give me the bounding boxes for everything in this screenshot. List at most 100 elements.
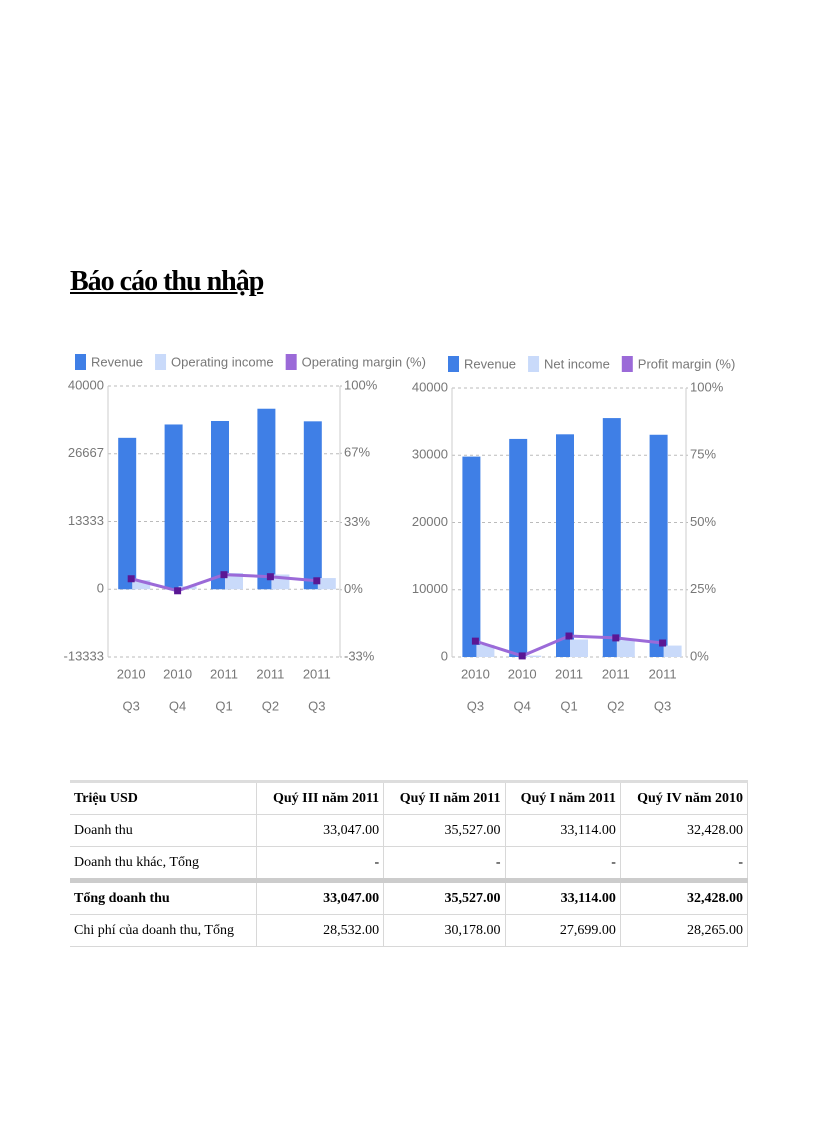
x-tick-label: 2011: [210, 666, 238, 681]
y2-tick-label: 25%: [690, 581, 716, 596]
legend-label: Operating income: [171, 354, 274, 369]
marker: [174, 587, 182, 595]
marker: [518, 652, 526, 660]
bar: [211, 420, 229, 590]
table-row: Doanh thu 33,047.00 35,527.00 33,114.00 32,4…: [70, 814, 749, 847]
legend-label: Revenue: [464, 356, 516, 371]
table-cell: 27,699.00: [504, 914, 621, 947]
y2-tick-label: 100%: [690, 379, 724, 394]
table-cell: Doanh thu: [70, 814, 257, 847]
bar: [118, 437, 137, 590]
table-cell: Quý IV năm 2010: [619, 781, 749, 815]
y-tick-label: 40000: [68, 377, 104, 392]
legend-label: Operating margin (%): [302, 354, 426, 369]
table-cell: Triệu USD: [70, 781, 257, 815]
bar: [570, 639, 588, 657]
y2-tick-label: 0%: [344, 581, 363, 596]
table-cell: 32,428.00: [619, 878, 749, 915]
y2-tick-label: 67%: [344, 445, 370, 460]
x-tick-label: 2011: [649, 666, 677, 681]
table-cell: Quý I năm 2011: [504, 781, 621, 815]
income-table: Triệu USD Quý III năm 2011 Quý II năm 2011…: [70, 780, 749, 947]
y-tick-label: 26667: [68, 445, 104, 460]
x-tick-label: 2010: [117, 666, 146, 681]
y-tick-label: -13333: [64, 648, 104, 663]
y2-tick-label: 75%: [690, 447, 716, 462]
y2-tick-label: -33%: [344, 648, 375, 663]
table-cell: 35,527.00: [383, 878, 506, 915]
legend-swatch: [448, 356, 459, 372]
table-cell: -: [619, 846, 749, 881]
table-cell: -: [504, 846, 621, 881]
table-cell: Quý III năm 2011: [255, 781, 385, 815]
x-tick-label: Q2: [262, 698, 279, 713]
x-tick-label: 2011: [602, 666, 630, 681]
x-tick-label: Q4: [514, 698, 531, 713]
x-tick-label: 2010: [461, 666, 490, 681]
legend-swatch: [155, 354, 167, 370]
x-tick-label: 2011: [555, 666, 583, 681]
y2-tick-label: 50%: [690, 514, 716, 529]
y-tick-label: 13333: [68, 513, 104, 528]
legend-swatch: [285, 354, 297, 370]
marker: [471, 637, 479, 645]
x-tick-label: Q3: [123, 698, 140, 713]
table-cell: 32,428.00: [619, 814, 749, 847]
table-cell: Tổng doanh thu: [70, 878, 257, 915]
bar: [225, 572, 243, 590]
y2-tick-label: 33%: [344, 514, 370, 529]
bar: [509, 438, 528, 657]
table-cell: 28,265.00: [619, 914, 749, 947]
bar: [462, 456, 481, 657]
table-cell: 33,047.00: [255, 814, 385, 847]
x-tick-label: Q3: [467, 698, 484, 713]
bar: [556, 434, 574, 657]
x-tick-label: 2011: [303, 666, 331, 681]
marker: [313, 577, 321, 585]
bar: [602, 418, 621, 657]
bar: [663, 645, 682, 657]
bar: [164, 424, 183, 590]
legend-label: Net income: [544, 356, 610, 371]
bar: [132, 580, 151, 590]
legend-swatch: [528, 356, 540, 372]
x-tick-label: Q1: [215, 698, 232, 713]
y-tick-label: 10000: [412, 581, 448, 596]
legend-swatch: [621, 356, 633, 372]
marker: [565, 632, 573, 640]
bar: [649, 434, 668, 657]
x-tick-label: Q1: [560, 698, 577, 713]
y-tick-label: 20000: [412, 514, 448, 529]
legend-swatch: [75, 354, 86, 370]
x-tick-label: 2010: [163, 666, 192, 681]
table-cell: Doanh thu khác, Tổng: [70, 846, 257, 881]
bar: [616, 640, 635, 657]
x-tick-label: Q3: [308, 698, 325, 713]
table-cell: 33,114.00: [504, 814, 621, 847]
table-cell: Chi phí của doanh thu, Tổng: [70, 914, 257, 947]
bar: [317, 578, 336, 590]
legend-label: Profit margin (%): [638, 356, 736, 371]
y-tick-label: 40000: [412, 379, 448, 394]
marker: [220, 571, 228, 579]
table-cell: 35,527.00: [383, 814, 506, 847]
heading: Báo cáo thu nhập: [70, 266, 264, 297]
table-row: Doanh thu khác, Tổng - - - -: [70, 846, 749, 881]
table-cell: -: [255, 846, 385, 881]
x-tick-label: 2011: [256, 666, 284, 681]
marker: [127, 575, 135, 583]
table-cell: 33,114.00: [504, 878, 621, 915]
y2-tick-label: 100%: [344, 377, 378, 392]
marker: [266, 573, 274, 581]
y2-tick-label: 0%: [690, 648, 709, 663]
y-tick-label: 30000: [412, 447, 448, 462]
bar: [257, 408, 276, 590]
y-tick-label: 0: [441, 648, 448, 663]
table-cell: Quý II năm 2011: [383, 781, 506, 815]
bar: [523, 655, 542, 657]
x-tick-label: Q2: [607, 698, 624, 713]
table-row: Triệu USD Quý III năm 2011 Quý II năm 2011…: [70, 781, 749, 815]
bar: [476, 644, 495, 657]
table-cell: 30,178.00: [383, 914, 506, 947]
table-row: Chi phí của doanh thu, Tổng 28,532.00 30,1…: [70, 914, 749, 947]
